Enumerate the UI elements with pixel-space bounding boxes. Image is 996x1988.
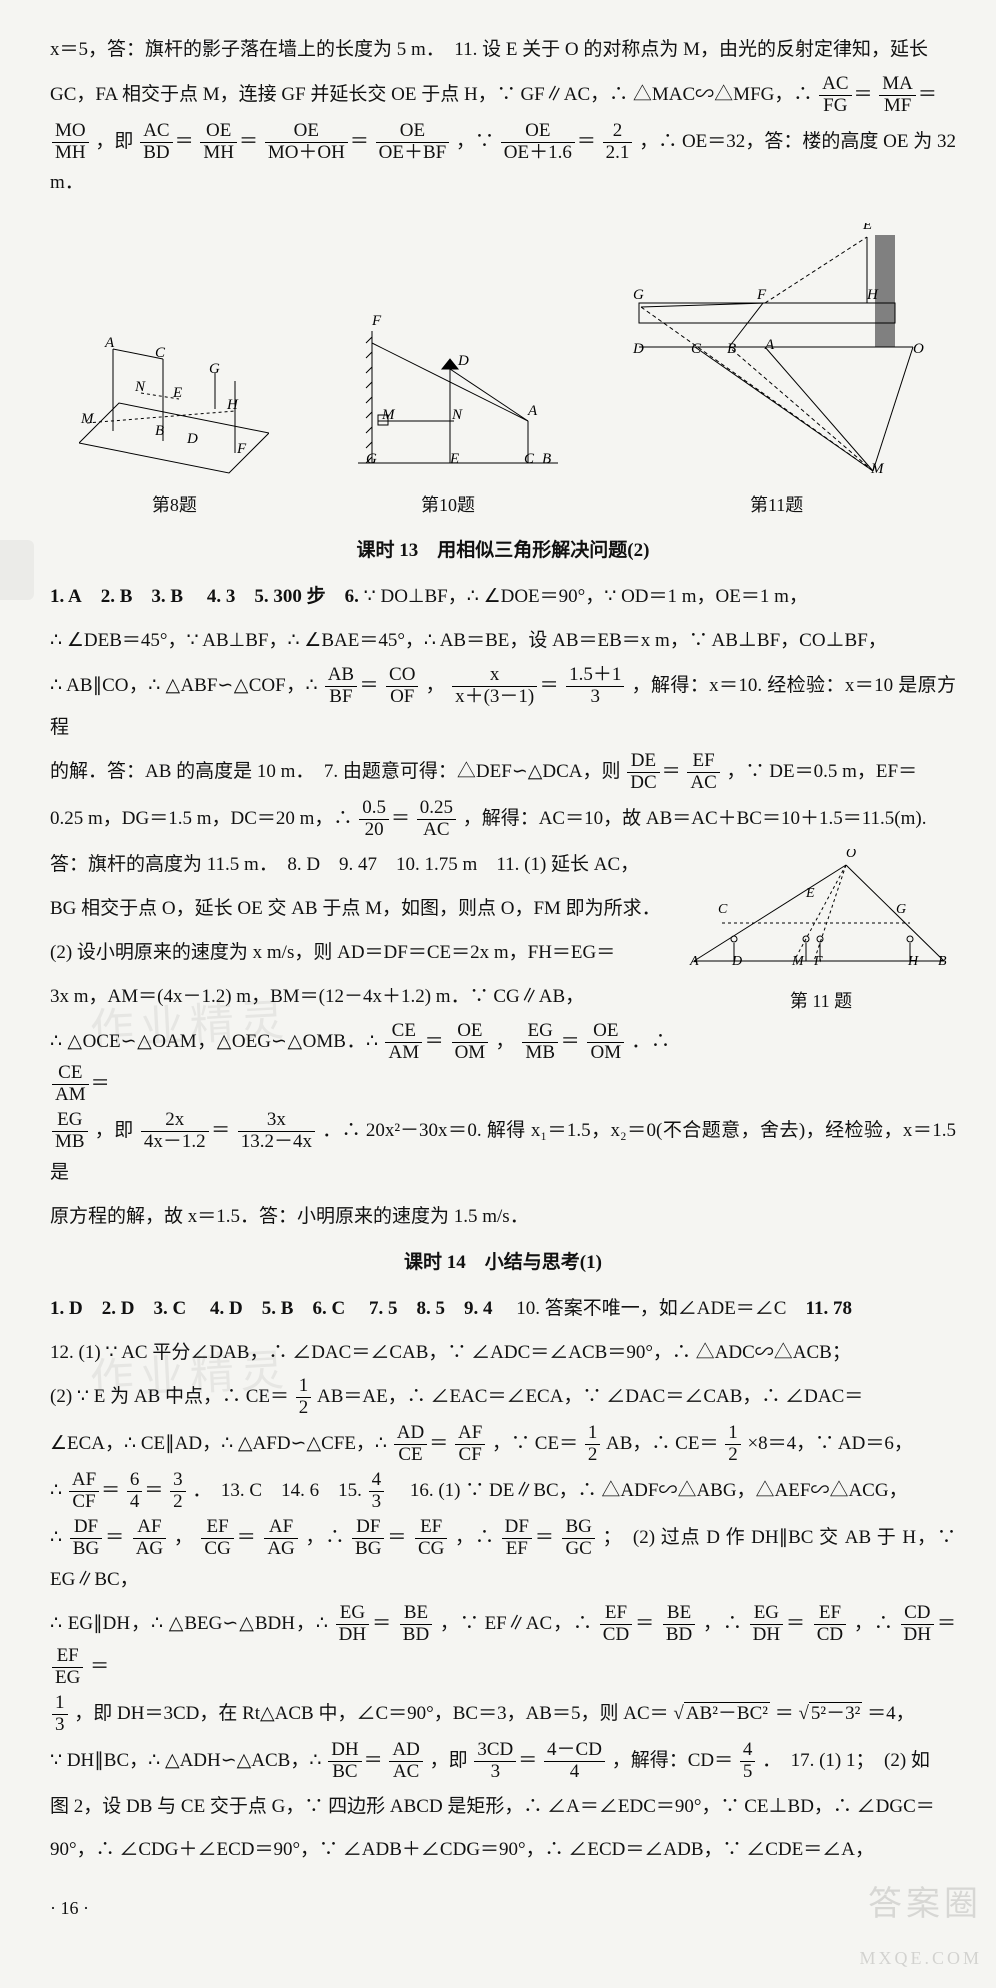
svg-text:C: C [524,451,535,467]
svg-text:A: A [104,335,115,351]
svg-text:E: E [449,451,459,467]
sec13-row4: 的解．答：AB 的高度是 10 m． 7. 由题意可得：△DEF∽△DCA，则 … [50,751,956,794]
sec13-row12: 原方程的解，故 x＝1.5．答：小明原来的速度为 1.5 m/s． [50,1197,956,1237]
sec14-row2: 12. (1) ∵ AC 平分∠DAB，∴ ∠DAC＝∠CAB，∵ ∠ADC＝∠… [50,1333,956,1373]
svg-text:N: N [134,379,146,395]
figure-10-caption: 第10题 [328,487,568,525]
sec14-row8: 13 ，即 DH＝3CD，在 Rt△ACB 中，∠C＝90°，BC＝3，AB＝5… [50,1693,956,1736]
svg-text:N: N [451,407,463,423]
sec13-row5: 0.25 m，DG＝1.5 m，DC＝20 m，∴ 0.520＝ 0.25AC … [50,798,956,841]
svg-text:O: O [846,849,856,861]
svg-text:M: M [381,407,396,423]
figure-8: A C G N E H M B D F [79,313,269,483]
figure-11b: OCEGADMFHB 第 11 题 [686,849,956,1021]
svg-text:E: E [805,886,815,901]
sec13-row3: ∴ AB∥CO，∴ △ABF∽△COF，∴ ABBF＝ COOF ， xx＋(3… [50,665,956,748]
svg-text:C: C [155,345,166,361]
figure-8-caption: 第8题 [79,487,269,525]
svg-text:F: F [236,441,247,457]
sec14-row1: 1. D 2. D 3. C 4. D 5. B 6. C 7. 5 8. 5 … [50,1289,956,1329]
sec13-row2: ∴ ∠DEB＝45°，∵ AB⊥BF，∴ ∠BAE＝45°，∴ AB＝BE，设 … [50,621,956,661]
sec14-row3: (2) ∵ E 为 AB 中点，∴ CE＝ 12 AB＝AE，∴ ∠EAC＝∠E… [50,1376,956,1419]
svg-text:A: A [527,403,538,419]
top-line-1: x＝5，答：旗杆的影子落在墙上的长度为 5 m． 11. 设 E 关于 O 的对… [50,30,956,70]
sec13-row11: EGMB ，即 2x4x－1.2＝ 3x13.2－4x ．∴ 20x²－30x＝… [50,1110,956,1193]
svg-text:O: O [913,341,924,357]
lesson-14-title: 课时 14 小结与思考(1) [50,1243,956,1283]
svg-text:H: H [226,397,239,413]
svg-text:D: D [731,954,742,969]
page-footer: · 16 · [50,1890,956,1928]
svg-text:G: G [366,451,377,467]
svg-text:B: B [938,954,947,969]
svg-text:M: M [80,411,95,427]
svg-text:A: A [764,337,775,353]
figure-10: F D M N A G E CB [328,313,568,483]
svg-text:E: E [172,385,182,401]
svg-text:G: G [896,902,906,917]
lesson-13-title: 课时 13 用相似三角形解决问题(2) [50,531,956,571]
sec14-row6: ∴ DFBG＝ AFAG ， EFCG＝ AFAG ，∴ DFBG＝ EFCG … [50,1517,956,1600]
top-line-2: GC，FA 相交于点 M，连接 GF 并延长交 OE 于点 H，∵ GF∥AC，… [50,74,956,117]
sec13-row1: 1. A 2. B 3. B 4. 3 5. 300 步 6. ∵ DO⊥BF，… [50,577,956,617]
svg-text:F: F [813,954,823,969]
svg-text:D: D [457,353,469,369]
svg-text:C: C [691,341,702,357]
sec14-row7: ∴ EG∥DH，∴ △BEG∽△BDH，∴ EGDH＝ BEBD ，∵ EF∥A… [50,1603,956,1689]
svg-text:H: H [866,287,879,303]
svg-text:E: E [862,223,872,233]
figure-11-caption: 第11题 [627,487,927,525]
sec14-row4: ∠ECA，∴ CE∥AD，∴ △AFD∽△CFE，∴ ADCE＝ AFCF ，∵… [50,1423,956,1466]
svg-text:M: M [870,461,885,477]
svg-text:B: B [542,451,551,467]
svg-text:D: D [186,431,198,447]
svg-text:H: H [907,954,919,969]
figure-11: E G F H D C B A O M [627,223,927,483]
top-line-3: MOMH ，即 ACBD＝ OEMH＝ OEMO＋OH＝ OEOE＋BF ，∵ … [50,121,956,204]
sec14-row5: ∴ AFCF＝ 64＝ 32 ． 13. C 14. 6 15. 43 16. … [50,1470,956,1513]
sec14-row9: ∵ DH∥BC，∴ △ADH∽△ACB，∴ DHBC＝ ADAC ，即 3CD3… [50,1740,956,1783]
sec13-row10: ∴ △OCE∽△OAM，△OEG∽△OMB．∴ CEAM＝ OEOM ， EGM… [50,1021,956,1107]
svg-text:B: B [727,341,736,357]
svg-text:M: M [791,954,805,969]
figure-row: ACGNEHMBDF 第8题 FDMNAGECB 第10题 [50,223,956,525]
svg-text:G: G [209,361,220,377]
sec14-row10: 图 2，设 DB 与 CE 交于点 G，∵ 四边形 ABCD 是矩形，∴ ∠A＝… [50,1787,956,1827]
svg-text:C: C [718,902,728,917]
sec14-row11: 90°，∴ ∠CDG＋∠ECD＝90°，∵ ∠ADB＋∠CDG＝90°，∴ ∠E… [50,1830,956,1870]
svg-text:D: D [632,341,644,357]
svg-text:A: A [689,954,699,969]
svg-text:F: F [756,287,767,303]
left-edge-badge [0,540,34,600]
svg-text:B: B [155,423,164,439]
svg-text:G: G [633,287,644,303]
svg-text:F: F [371,313,382,329]
